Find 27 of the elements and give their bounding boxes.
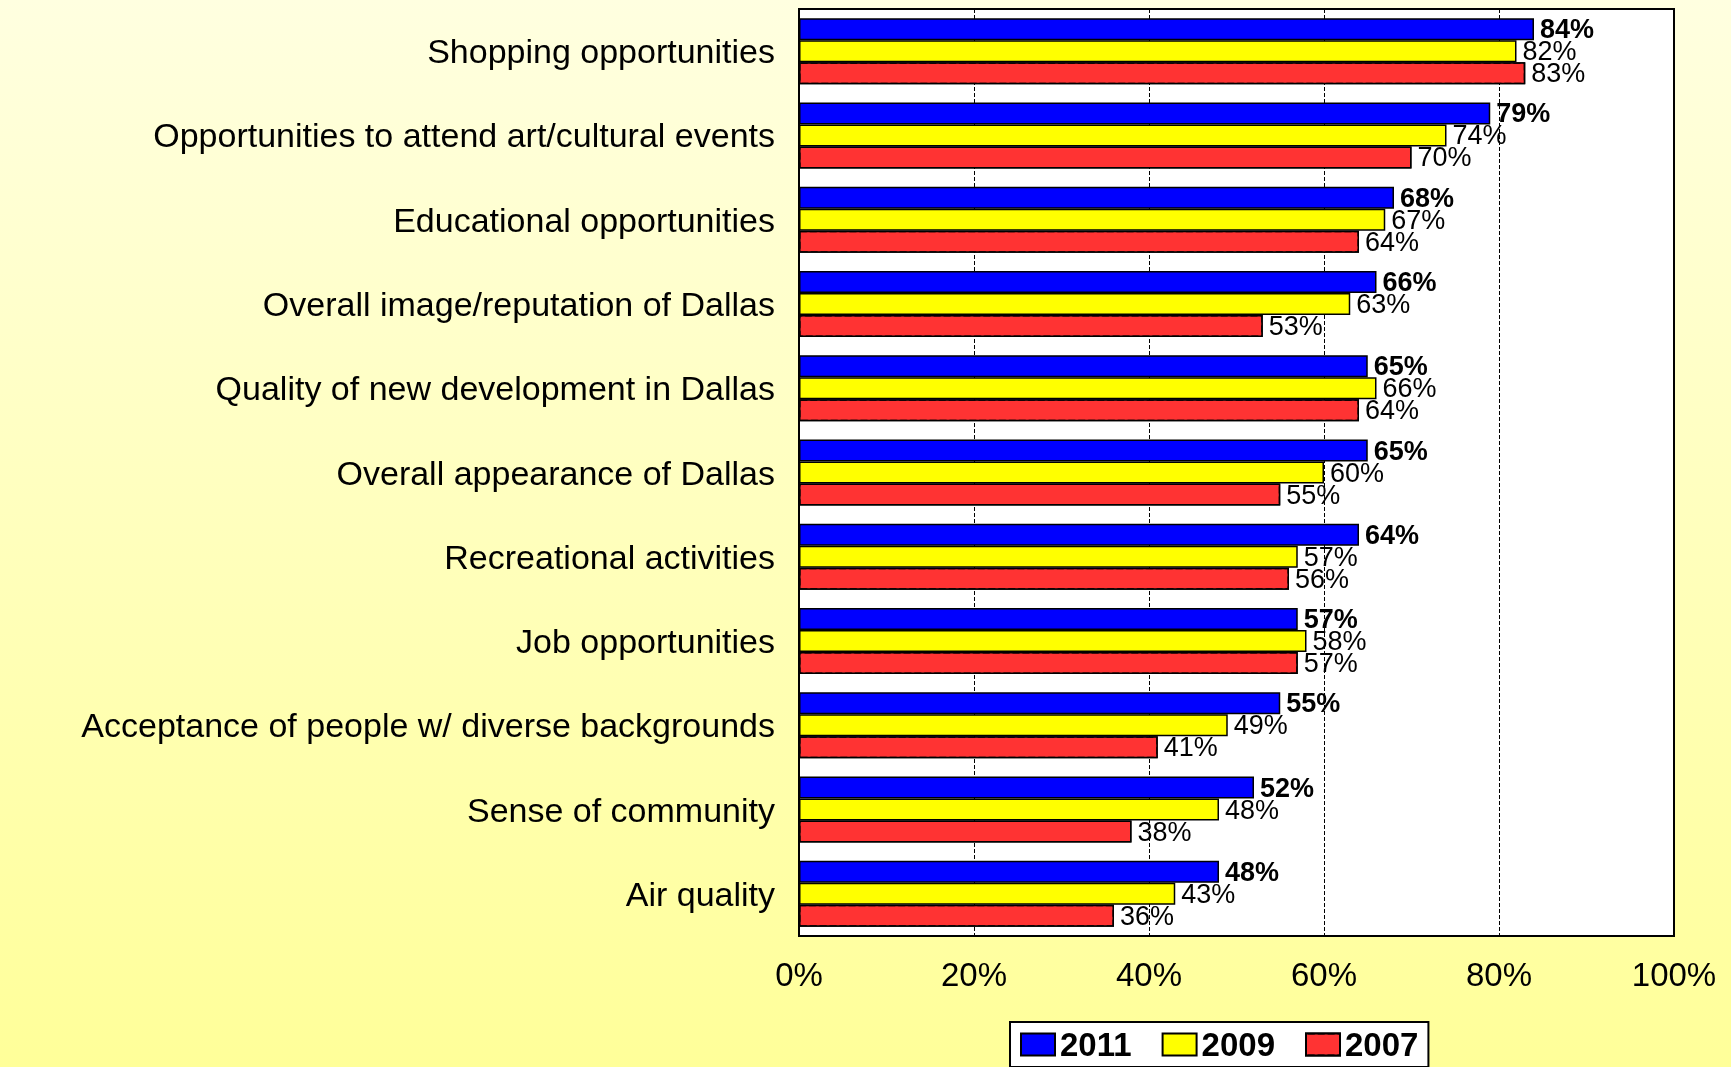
- x-tick-label: 0%: [775, 956, 823, 993]
- x-tick-label: 40%: [1115, 956, 1183, 993]
- y-tick-label: Opportunities to attend art/cultural events: [153, 116, 775, 155]
- data-label: 49%: [1233, 710, 1288, 741]
- y-tick-label: Overall image/reputation of Dallas: [262, 284, 775, 323]
- y-tick-label: Shopping opportunities: [427, 32, 775, 71]
- x-tick-label: 20%: [940, 956, 1008, 993]
- y-tick-label: Quality of new development in Dallas: [215, 369, 775, 408]
- data-label: 36%: [1120, 900, 1175, 931]
- data-label: 64%: [1365, 519, 1420, 550]
- data-label: 55%: [1286, 688, 1341, 719]
- y-tick-label: Sense of community: [466, 790, 775, 829]
- x-tick-label: 60%: [1290, 956, 1358, 993]
- y-tick-label: Acceptance of people w/ diverse backgrounds: [81, 706, 775, 745]
- x-tick-label: 80%: [1465, 956, 1533, 993]
- y-tick-label: Air quality: [625, 874, 775, 913]
- y-tick-label: Overall appearance of Dallas: [336, 453, 775, 492]
- data-label: 38%: [1137, 816, 1192, 847]
- data-label: 41%: [1163, 732, 1218, 763]
- legend-label: 2007: [1345, 1026, 1419, 1063]
- data-label: 53%: [1268, 310, 1323, 341]
- x-tick-label: 100%: [1631, 956, 1717, 993]
- y-tick-label: Job opportunities: [516, 622, 775, 661]
- legend-label: 2011: [1060, 1026, 1132, 1063]
- y-tick-label: Educational opportunities: [393, 200, 775, 239]
- legend-label: 2009: [1201, 1026, 1276, 1063]
- y-tick-label: Recreational activities: [444, 537, 775, 576]
